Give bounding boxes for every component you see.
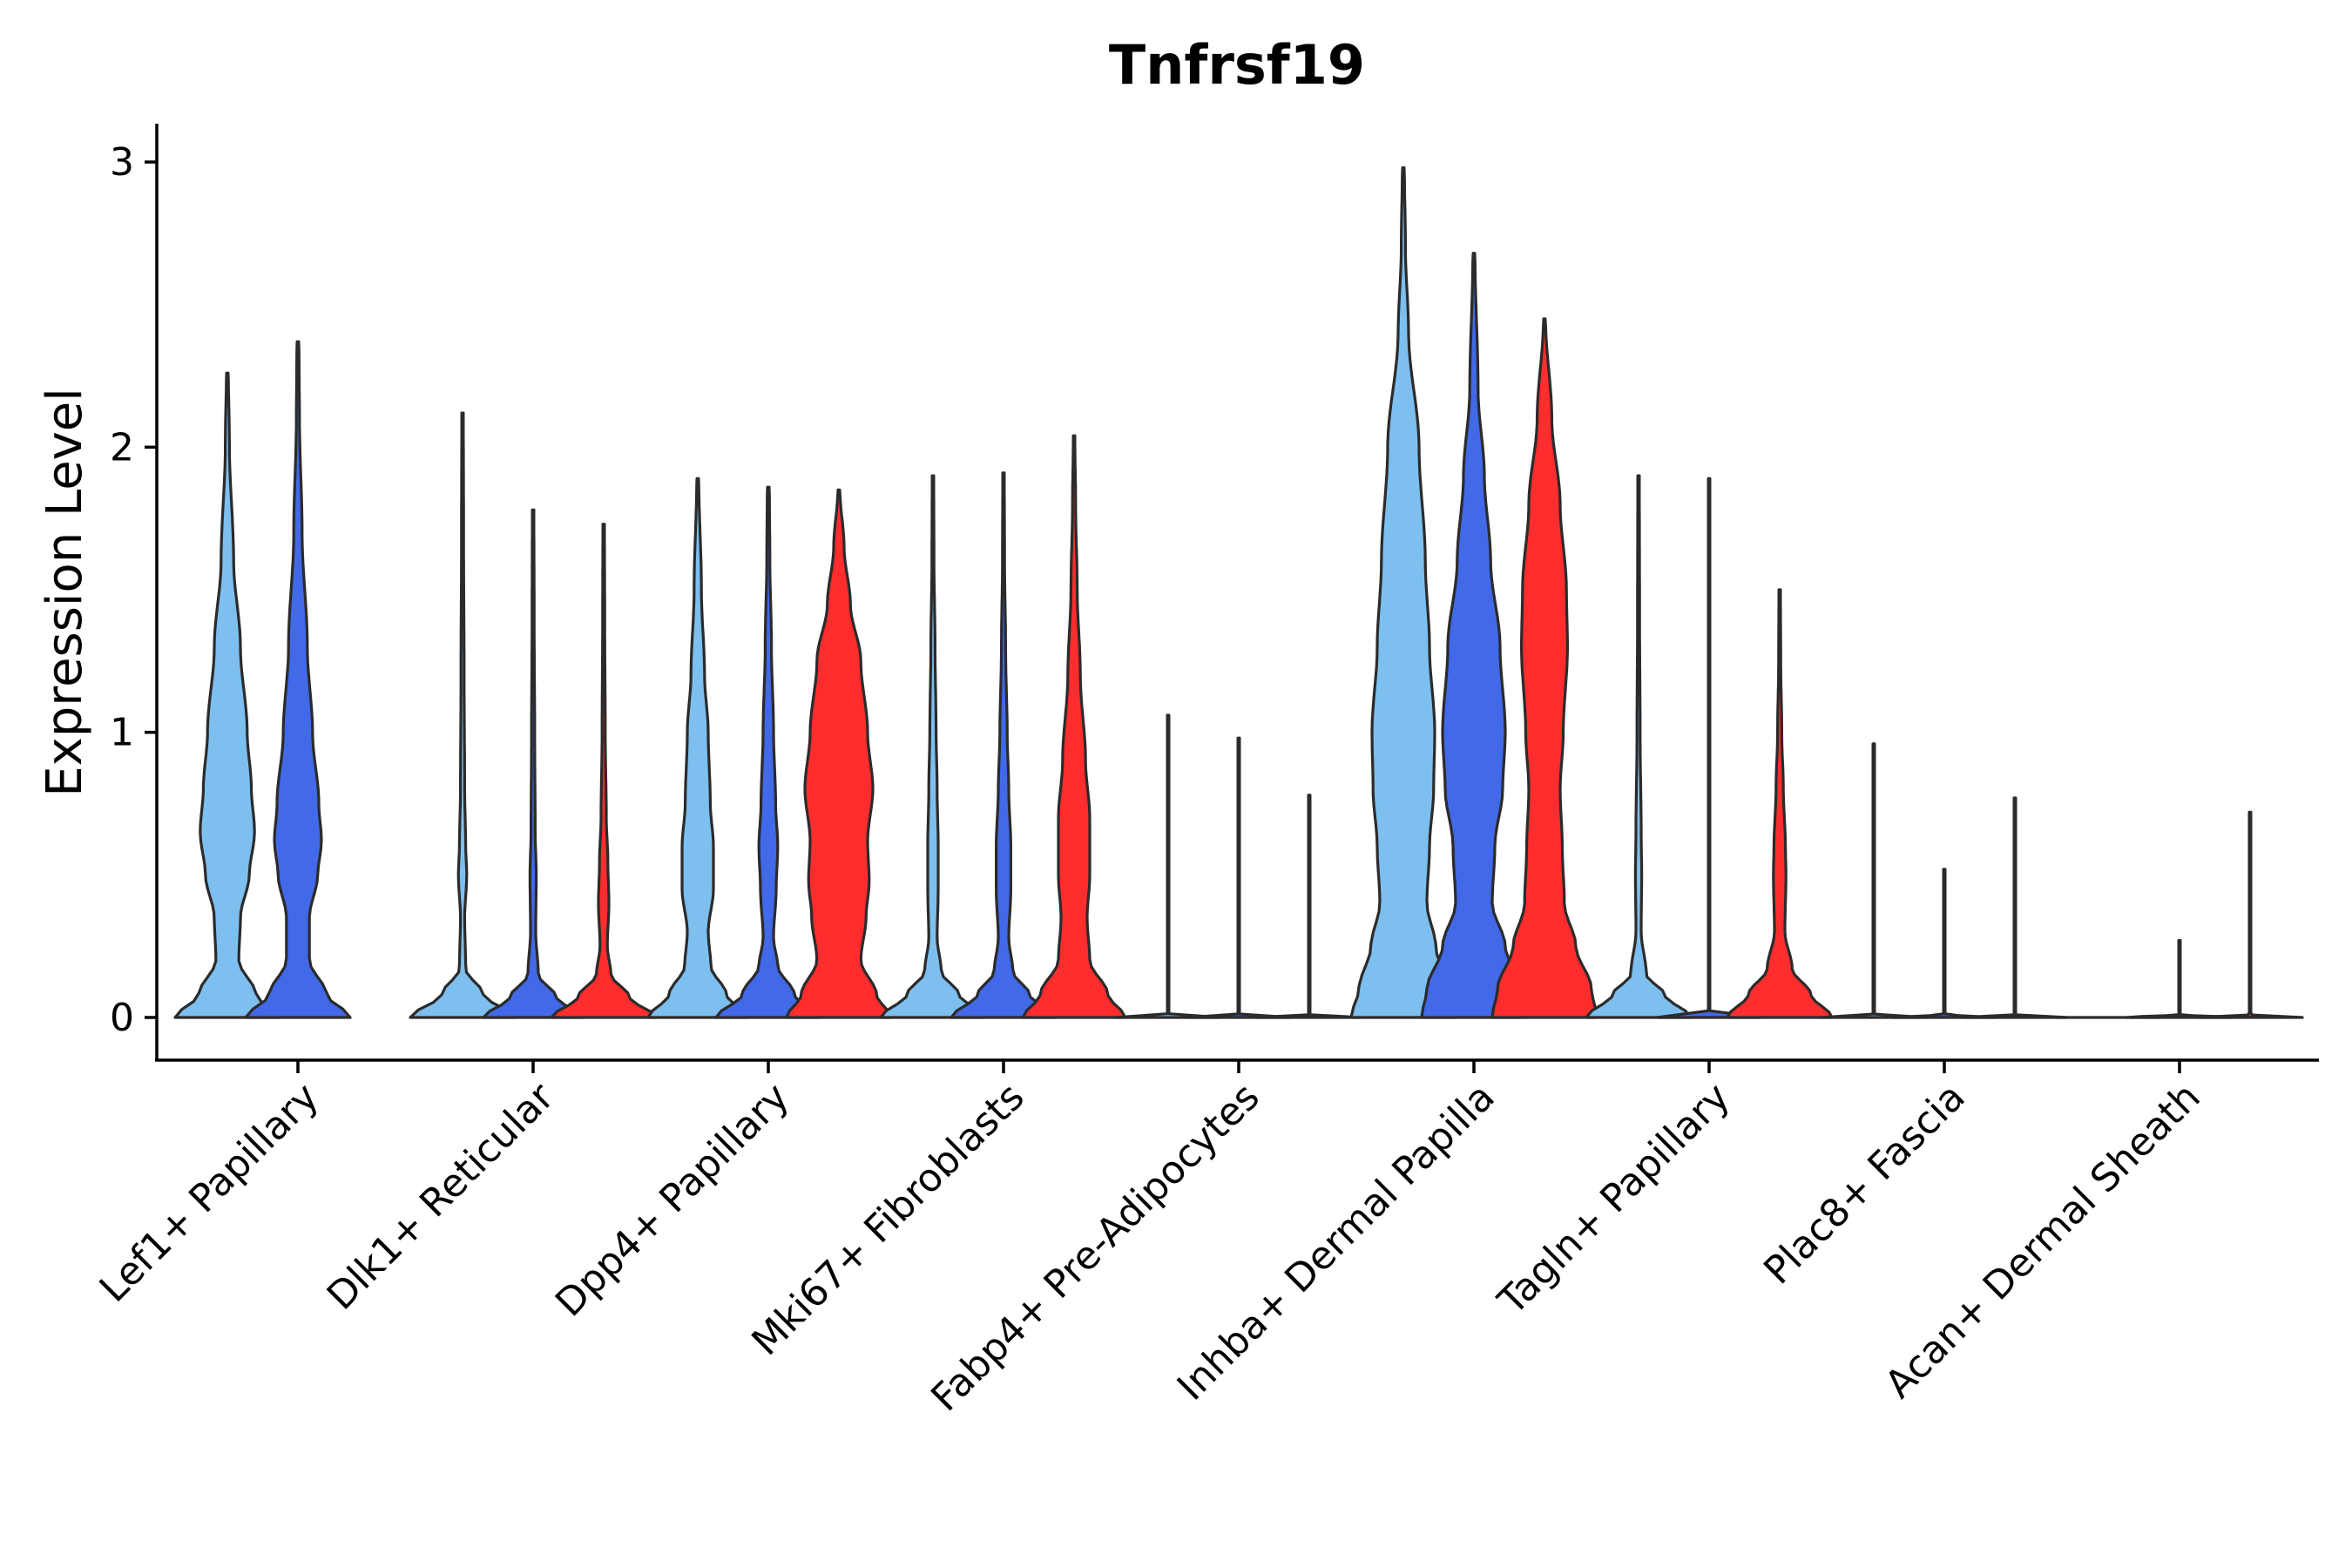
violin-plac8-fascia-group3 (1961, 796, 2069, 1019)
y-tick-label-3: 3 (110, 140, 134, 185)
violin-tagln-papillary-group2 (1655, 476, 1763, 1019)
violin-acan-dermal-sheath-group2 (2126, 939, 2234, 1019)
y-tick-label-1: 1 (110, 711, 134, 755)
x-tick-label: Tagln+ Papillary (1490, 1075, 1739, 1324)
violin-lef1-papillary-group1 (173, 371, 281, 1019)
violin-tagln-papillary-group1 (1585, 474, 1693, 1019)
y-axis-label: Expression Level (37, 388, 93, 797)
axes-layer (155, 124, 2319, 1062)
violin-inhba-dermal-papilla-group1 (1349, 166, 1457, 1019)
violin-inhba-dermal-papilla-group3 (1490, 317, 1598, 1019)
chart-title: Tnfrsf19 (1109, 33, 1365, 97)
violin-fabp4-pre-adipocytes-group3 (1255, 794, 1363, 1019)
violin-dlk1-reticular-group2 (482, 508, 585, 1019)
violin-dpp4-papillary-group1 (646, 476, 749, 1019)
violin-acan-dermal-sheath-group3 (2196, 810, 2304, 1019)
violin-dlk1-reticular-group3 (550, 523, 658, 1019)
violin-mki67-fibroblasts-group2 (950, 471, 1058, 1019)
violin-dpp4-papillary-group3 (785, 488, 893, 1019)
x-tick-label: Lef1+ Papillary (91, 1075, 328, 1311)
violin-inhba-dermal-papilla-group2 (1420, 252, 1528, 1019)
violin-tagln-papillary-group3 (1726, 588, 1834, 1019)
violin-plac8-fascia-group2 (1890, 868, 1998, 1019)
violins-layer (173, 166, 2304, 1019)
violin-plac8-fascia-group1 (1820, 742, 1928, 1019)
x-tick-label: Dlk1+ Reticular (319, 1074, 564, 1319)
violin-dpp4-papillary-group2 (714, 485, 822, 1019)
y-tick-label-0: 0 (110, 996, 134, 1040)
violin-dlk1-reticular-group1 (409, 411, 517, 1019)
violin-lef1-papillary-group2 (244, 340, 352, 1019)
violin-mki67-fibroblasts-group3 (1021, 434, 1127, 1019)
violin-fabp4-pre-adipocytes-group1 (1114, 713, 1222, 1019)
violin-fabp4-pre-adipocytes-group2 (1185, 736, 1293, 1019)
y-tick-label-2: 2 (110, 425, 134, 470)
x-tick-label: Dpp4+ Papillary (547, 1075, 798, 1326)
violin-mki67-fibroblasts-group1 (879, 474, 987, 1019)
x-tick-label: Plac8+ Fascia (1755, 1075, 1974, 1294)
y-ticks: 0 1 2 3 (110, 140, 157, 1040)
